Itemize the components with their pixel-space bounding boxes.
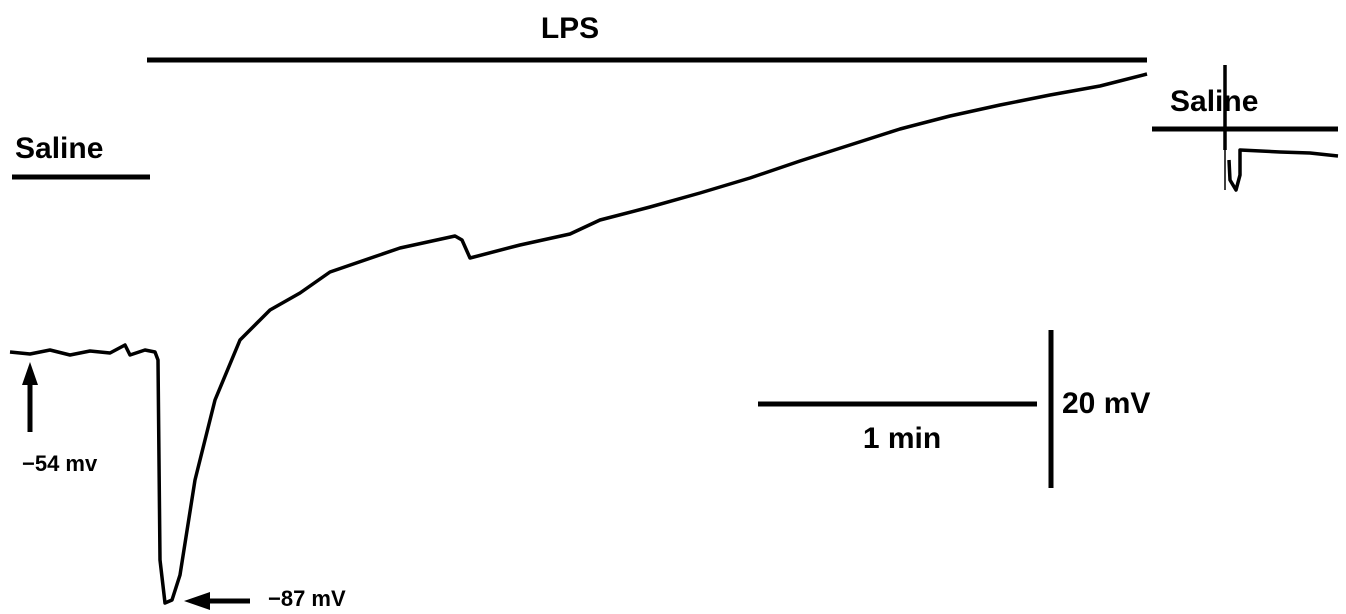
time-scale-label: 1 min xyxy=(863,422,941,455)
saline-label: Saline xyxy=(1170,85,1258,118)
saline-label: Saline xyxy=(15,132,103,165)
voltage-scale-label: 20 mV xyxy=(1062,387,1150,420)
arrow-head xyxy=(184,592,210,610)
trace xyxy=(9,72,1148,605)
resting-label: −54 mv xyxy=(22,451,98,476)
arrow-head xyxy=(22,362,38,385)
minimum-label: −87 mV xyxy=(268,586,346,611)
lps-label: LPS xyxy=(541,12,599,45)
